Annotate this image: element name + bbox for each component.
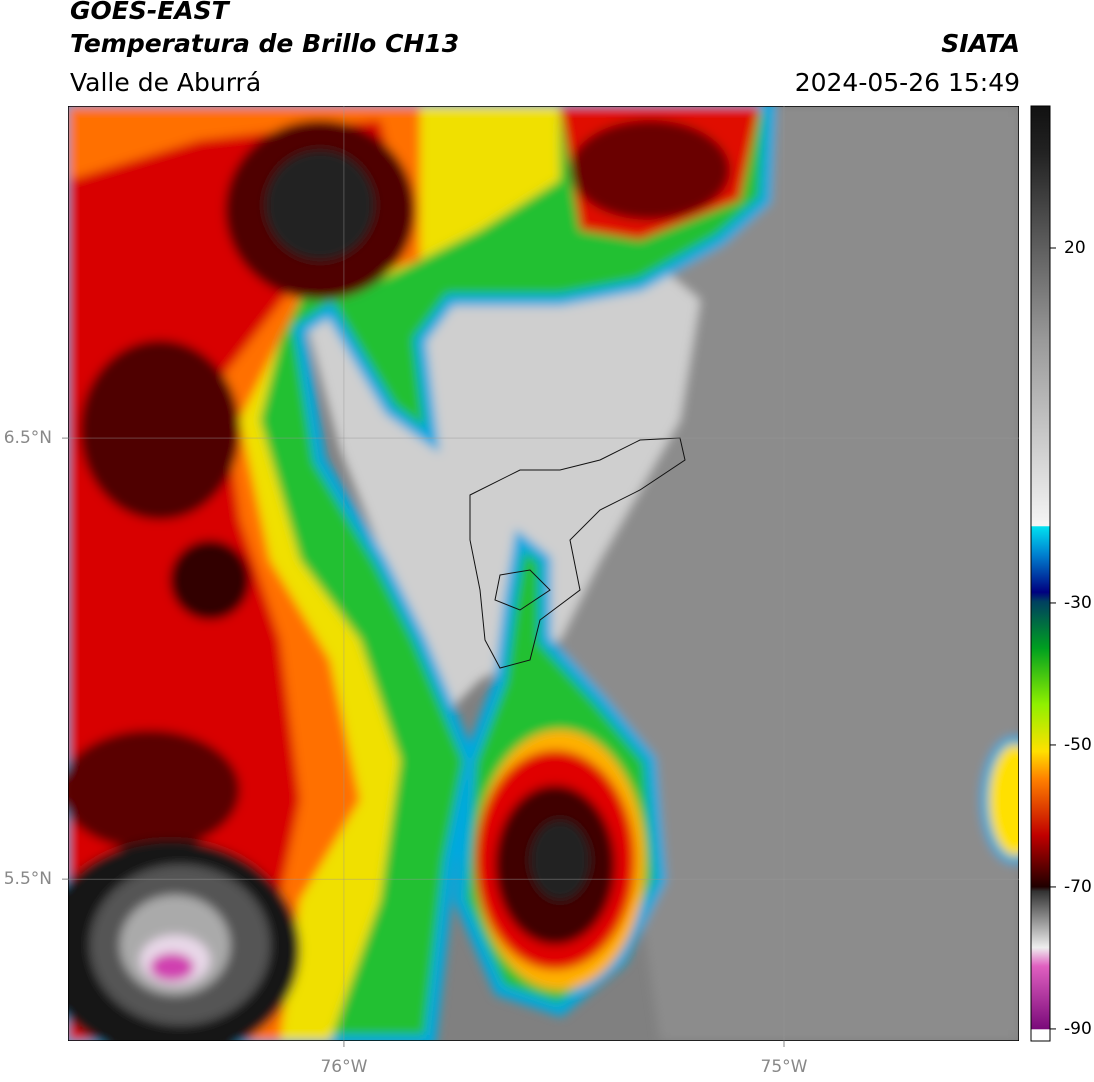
colorbar-tick-label: -30 bbox=[1064, 593, 1092, 613]
datetime-label: 2024-05-26 15:49 bbox=[795, 68, 1020, 97]
x-tick-label: 76°W bbox=[320, 1057, 367, 1077]
satellite-image bbox=[68, 106, 1019, 1041]
colorbar-tick-label: -50 bbox=[1064, 735, 1092, 755]
graticule: 76°W 75°W 5.5°N 6.5°N bbox=[4, 106, 1019, 1077]
colorbar-tick-label: 20 bbox=[1064, 238, 1086, 258]
satellite-title: GOES-EAST bbox=[70, 0, 231, 25]
x-tick-label: 75°W bbox=[761, 1057, 808, 1077]
y-tick-label: 5.5°N bbox=[4, 869, 52, 889]
source-label: SIATA bbox=[941, 29, 1020, 58]
colorbar bbox=[1030, 105, 1051, 1042]
colorbar-tick-label: -70 bbox=[1064, 877, 1092, 897]
colorbar-tick-label: -90 bbox=[1064, 1019, 1092, 1039]
y-tick-label: 6.5°N bbox=[4, 428, 52, 448]
region-label: Valle de Aburrá bbox=[70, 68, 261, 97]
product-title: Temperatura de Brillo CH13 bbox=[70, 29, 459, 58]
